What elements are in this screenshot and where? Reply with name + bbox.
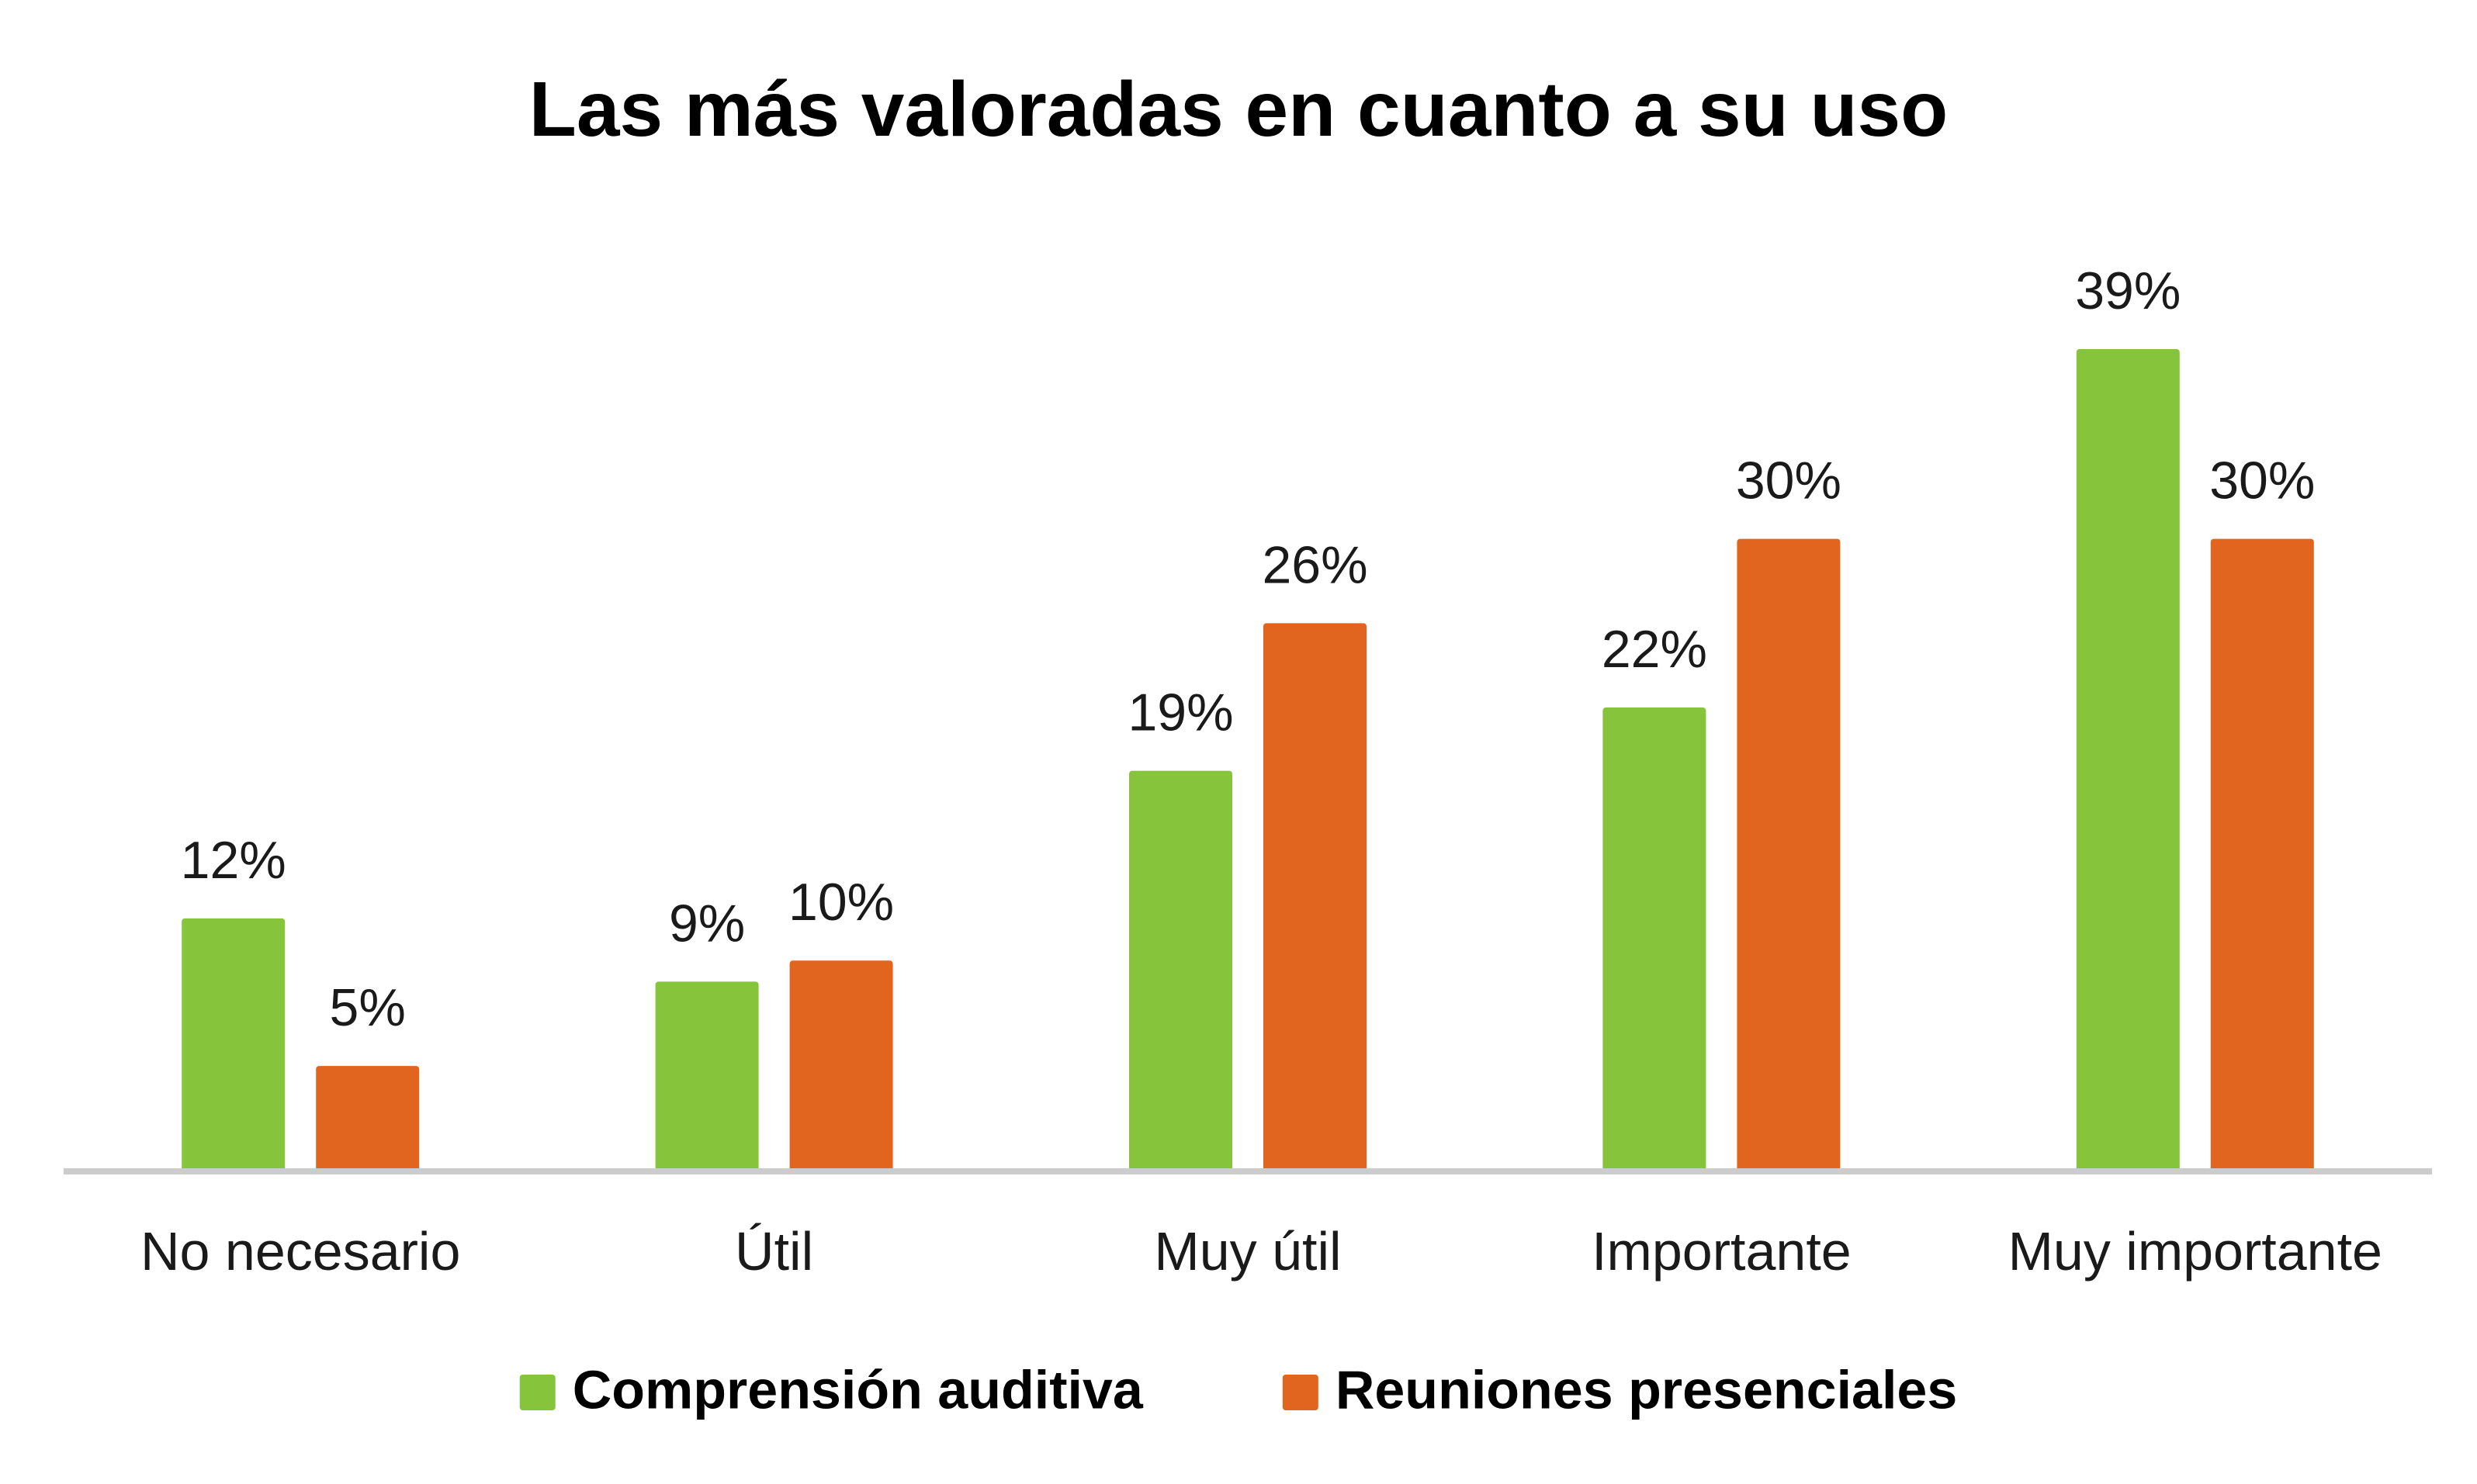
data-label-comprension-auditiva-4: 22% <box>1602 620 1707 679</box>
data-label-reuniones-presenciales-2: 10% <box>788 873 894 932</box>
x-tick-label: No necesario <box>140 1221 460 1282</box>
x-tick-label: Importante <box>1592 1221 1852 1282</box>
bar-comprension-auditiva-3 <box>1129 770 1232 1171</box>
data-label-comprension-auditiva-2: 9% <box>669 894 745 953</box>
bars-layer <box>182 349 2314 1171</box>
x-tick-label: Útil <box>735 1221 813 1282</box>
bar-reuniones-presenciales-4 <box>1737 538 1841 1171</box>
x-tick-labels: No necesario Útil Muy útil Importante Muy im… <box>140 1221 2382 1282</box>
data-label-comprension-auditiva-1: 12% <box>181 831 286 890</box>
bar-reuniones-presenciales-1 <box>316 1066 420 1171</box>
legend-label: Reuniones presenciales <box>1336 1359 1957 1420</box>
x-tick-label: Muy útil <box>1154 1221 1341 1282</box>
bar-comprension-auditiva-5 <box>2076 349 2180 1171</box>
data-label-comprension-auditiva-5: 39% <box>2075 261 2181 320</box>
data-label-reuniones-presenciales-3: 26% <box>1262 535 1367 594</box>
data-label-reuniones-presenciales-1: 5% <box>330 978 406 1037</box>
legend-item: Comprensión auditiva <box>519 1359 1144 1420</box>
bar-reuniones-presenciales-2 <box>789 960 893 1171</box>
bar-comprension-auditiva-2 <box>655 981 759 1171</box>
data-label-comprension-auditiva-3: 19% <box>1128 683 1233 742</box>
data-label-reuniones-presenciales-5: 30% <box>2209 451 2315 510</box>
legend-swatch <box>1282 1375 1318 1410</box>
chart-title: Las más valoradas en cuanto a su uso <box>529 66 1948 153</box>
bar-reuniones-presenciales-5 <box>2210 538 2314 1171</box>
x-tick-label: Muy importante <box>2008 1221 2382 1282</box>
data-labels-layer: 12% 5% 9% 10% 19% 26% 22% 30% 39% 30% <box>181 261 2316 1037</box>
bar-comprension-auditiva-1 <box>182 918 286 1171</box>
data-label-reuniones-presenciales-4: 30% <box>1736 451 1841 510</box>
legend-label: Comprensión auditiva <box>573 1359 1144 1420</box>
legend-swatch <box>519 1375 556 1410</box>
bar-reuniones-presenciales-3 <box>1263 623 1367 1171</box>
legend-item: Reuniones presenciales <box>1282 1359 1957 1420</box>
legend: Comprensión auditiva Reuniones presencial… <box>519 1359 1957 1420</box>
bar-comprension-auditiva-4 <box>1602 707 1706 1171</box>
